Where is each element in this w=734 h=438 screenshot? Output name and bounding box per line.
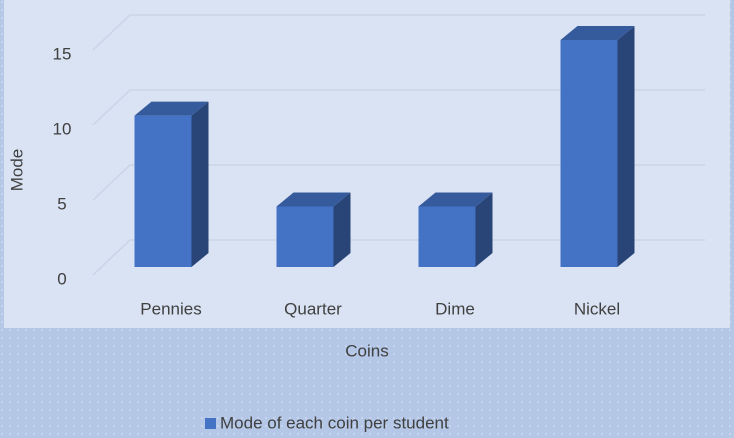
bar-front [276,206,334,267]
x-tick-label: Dime [435,299,475,318]
bar-side [475,192,493,267]
bar-front [418,206,476,267]
bar-side [617,26,635,267]
x-tick-label: Nickel [574,299,620,318]
bar-top [418,192,493,207]
bar-side [333,192,351,267]
x-tick-label: Quarter [284,299,342,318]
bar-top [134,101,209,116]
bar [276,192,351,267]
x-tick-label: Pennies [140,299,201,318]
grid-line [92,164,705,201]
grid-line [92,14,705,51]
x-axis-title: Coins [345,341,388,360]
legend-label: Mode of each coin per student [220,413,449,432]
bar [134,101,209,268]
y-tick-label: 0 [57,269,66,288]
y-tick-label: 10 [53,119,72,138]
grid-line [92,239,705,276]
y-tick-label: 5 [57,194,66,213]
legend-swatch [205,418,216,429]
bar-front [560,40,618,267]
y-tick-label: 15 [53,44,72,63]
bar-front [134,115,192,268]
bar-top [276,192,351,207]
bar-side [191,101,209,268]
bar [560,26,635,267]
y-axis-title: Mode [7,149,26,192]
grid-line [92,89,705,126]
bar [418,192,493,267]
bar-top [560,26,635,40]
